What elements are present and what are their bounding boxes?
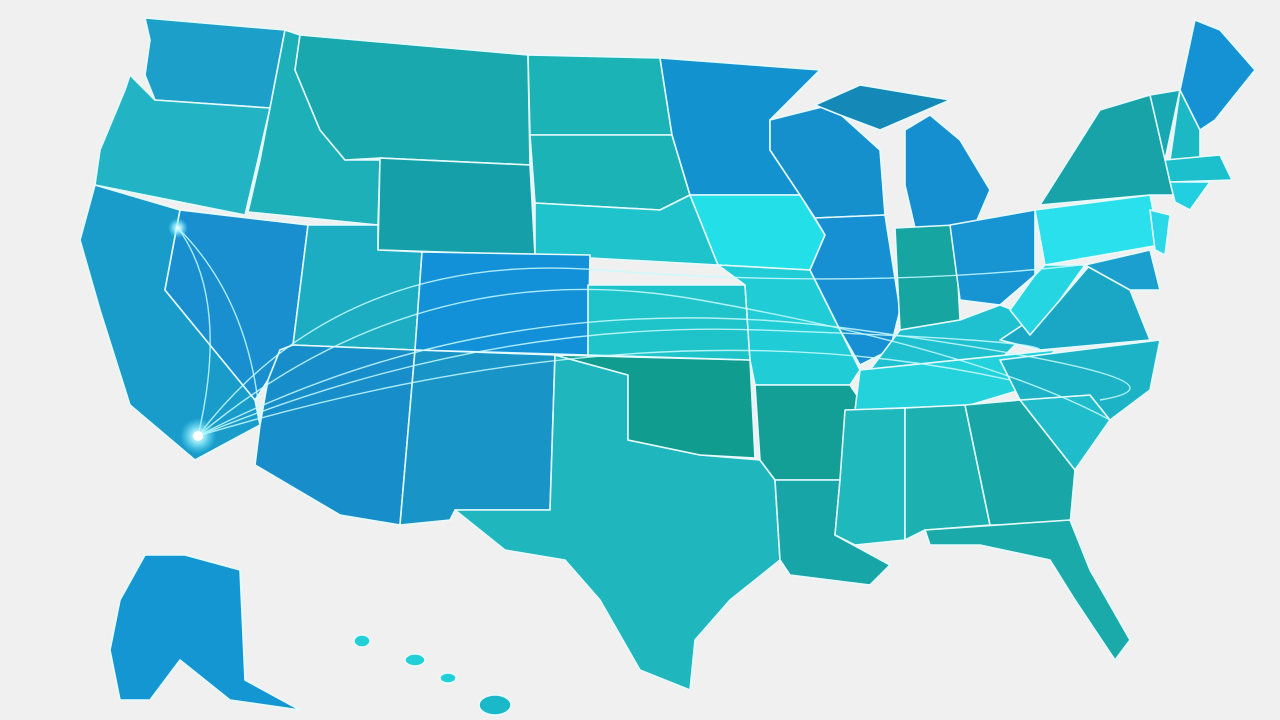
state-vt (1149, 89, 1181, 161)
state-sd (529, 134, 691, 211)
state-co (414, 251, 591, 356)
state-hi (353, 634, 371, 648)
origin-point (193, 431, 203, 441)
state-or (94, 74, 271, 216)
state-nd (527, 54, 673, 136)
state-mi-upper (814, 84, 951, 131)
state-ak (109, 554, 301, 711)
state-mi (904, 114, 991, 229)
route (197, 264, 1081, 437)
state-ks (587, 284, 751, 361)
state-md (1084, 249, 1161, 291)
state-ga (964, 399, 1076, 526)
state-hi (478, 694, 512, 716)
route (197, 349, 1011, 437)
states (79, 17, 1256, 716)
route (177, 227, 261, 421)
routes (177, 227, 1131, 437)
route (177, 227, 211, 437)
state-nm (399, 349, 556, 526)
state-hi (404, 653, 426, 667)
origin-glow (168, 218, 188, 238)
route (197, 288, 1111, 437)
state-nj (1149, 209, 1171, 256)
state-ma (1164, 154, 1233, 183)
state-fl (924, 519, 1131, 661)
state-oh (949, 209, 1036, 306)
route (197, 328, 1041, 437)
state-ct (1169, 181, 1211, 211)
state-wa (144, 17, 286, 109)
state-ms (834, 407, 906, 546)
state-me (1179, 19, 1256, 131)
state-il (809, 214, 901, 366)
state-wy (377, 157, 536, 256)
state-hi (439, 672, 457, 684)
route (197, 317, 1131, 437)
